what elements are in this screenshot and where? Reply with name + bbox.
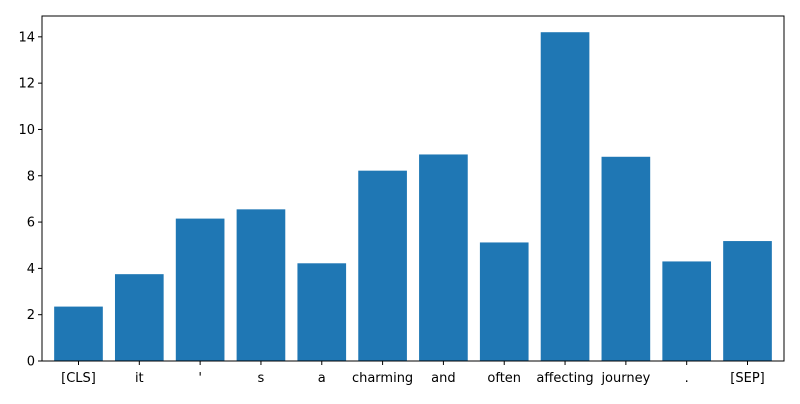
x-tick-label-5: charming — [352, 371, 413, 386]
bar-6 — [419, 154, 468, 361]
x-tick-label-3: s — [258, 371, 265, 386]
bar-4 — [297, 263, 347, 361]
x-tick-label-7: often — [487, 371, 521, 386]
y-tick-label-7: 14 — [18, 30, 35, 45]
bar-5 — [358, 170, 407, 361]
bar-9 — [601, 156, 651, 361]
bar-2 — [175, 218, 225, 361]
y-axis: 0 2 4 6 8 10 12 14 — [18, 30, 42, 370]
x-tick-label-2: ' — [198, 371, 202, 386]
y-tick-label-5: 10 — [18, 123, 35, 138]
bars-layer — [54, 32, 772, 362]
bar-1 — [114, 274, 164, 361]
y-tick-label-2: 4 — [27, 262, 35, 277]
x-axis: [CLS] it ' s a charming and often affecting journ… — [61, 361, 765, 386]
x-tick-label-8: affecting — [536, 371, 593, 386]
plot-frame — [41, 15, 785, 362]
bar-8 — [540, 32, 590, 362]
bar-0 — [54, 306, 103, 361]
y-tick-label-6: 12 — [18, 77, 35, 92]
x-tick-label-0: [CLS] — [61, 371, 96, 386]
bar-11 — [723, 241, 772, 361]
x-tick-label-1: it — [135, 371, 144, 386]
y-tick-label-0: 0 — [27, 355, 35, 370]
x-tick-label-6: and — [431, 371, 455, 386]
y-tick-label-3: 6 — [27, 216, 35, 231]
x-tick-label-9: journey — [600, 371, 650, 386]
bar-7 — [479, 242, 529, 361]
x-tick-label-10: . — [685, 371, 689, 386]
bar-10 — [662, 261, 712, 361]
x-tick-label-11: [SEP] — [730, 371, 764, 386]
bar-3 — [236, 209, 286, 361]
y-tick-label-4: 8 — [27, 169, 35, 184]
x-tick-label-4: a — [318, 371, 326, 386]
y-tick-label-1: 2 — [27, 308, 35, 323]
